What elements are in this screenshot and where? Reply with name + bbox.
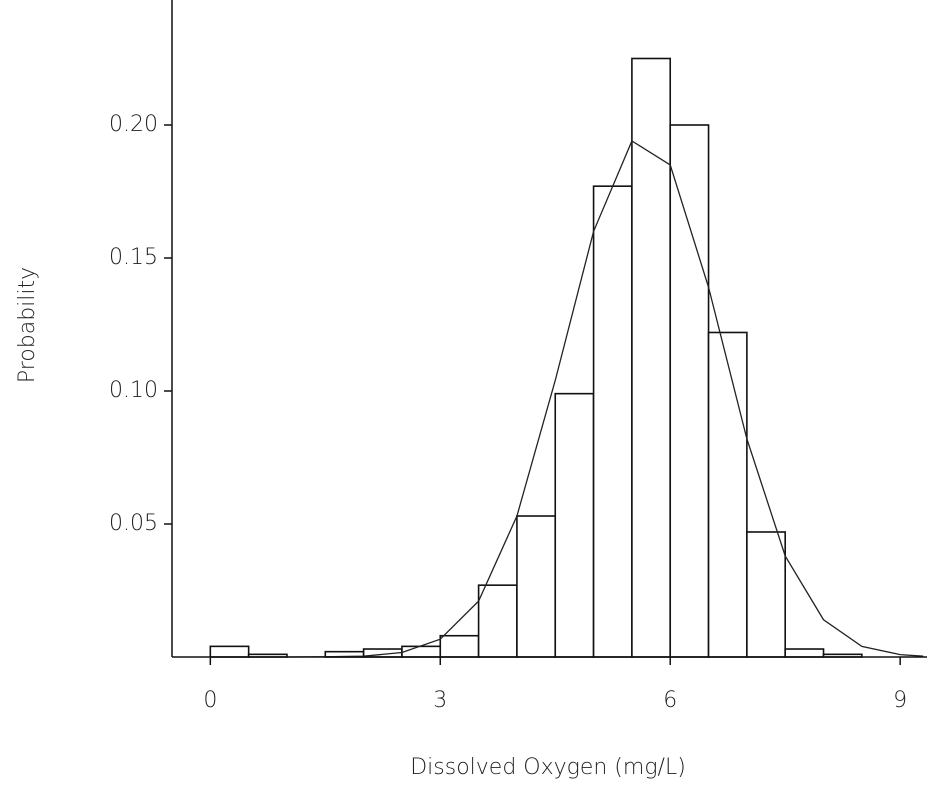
bar — [592, 185, 633, 658]
bar — [631, 57, 672, 658]
bar — [554, 392, 595, 658]
bar — [516, 515, 557, 658]
y-tick-label: 0.05 — [109, 511, 158, 536]
x-tick-label: 6 — [663, 688, 677, 713]
bar — [401, 645, 442, 658]
y-tick-label: 0.10 — [109, 378, 158, 403]
bar — [439, 634, 480, 658]
y-tick-label: 0.15 — [109, 245, 158, 270]
bar — [784, 648, 825, 658]
y-axis-label: Probability — [15, 267, 40, 383]
x-axis-label: Dissolved Oxygen (mg/L) — [410, 755, 686, 780]
x-tick-label: 0 — [203, 688, 217, 713]
y-tick-label: 0.20 — [109, 112, 158, 137]
bar — [707, 331, 748, 658]
bar — [669, 124, 710, 658]
x-tick-label: 3 — [433, 688, 447, 713]
bar — [477, 584, 518, 658]
x-tick-label: 9 — [893, 688, 907, 713]
bar — [746, 531, 786, 658]
bar — [209, 645, 250, 658]
y-tick-label: 0.25 — [109, 0, 158, 4]
fit-curve — [286, 140, 924, 658]
